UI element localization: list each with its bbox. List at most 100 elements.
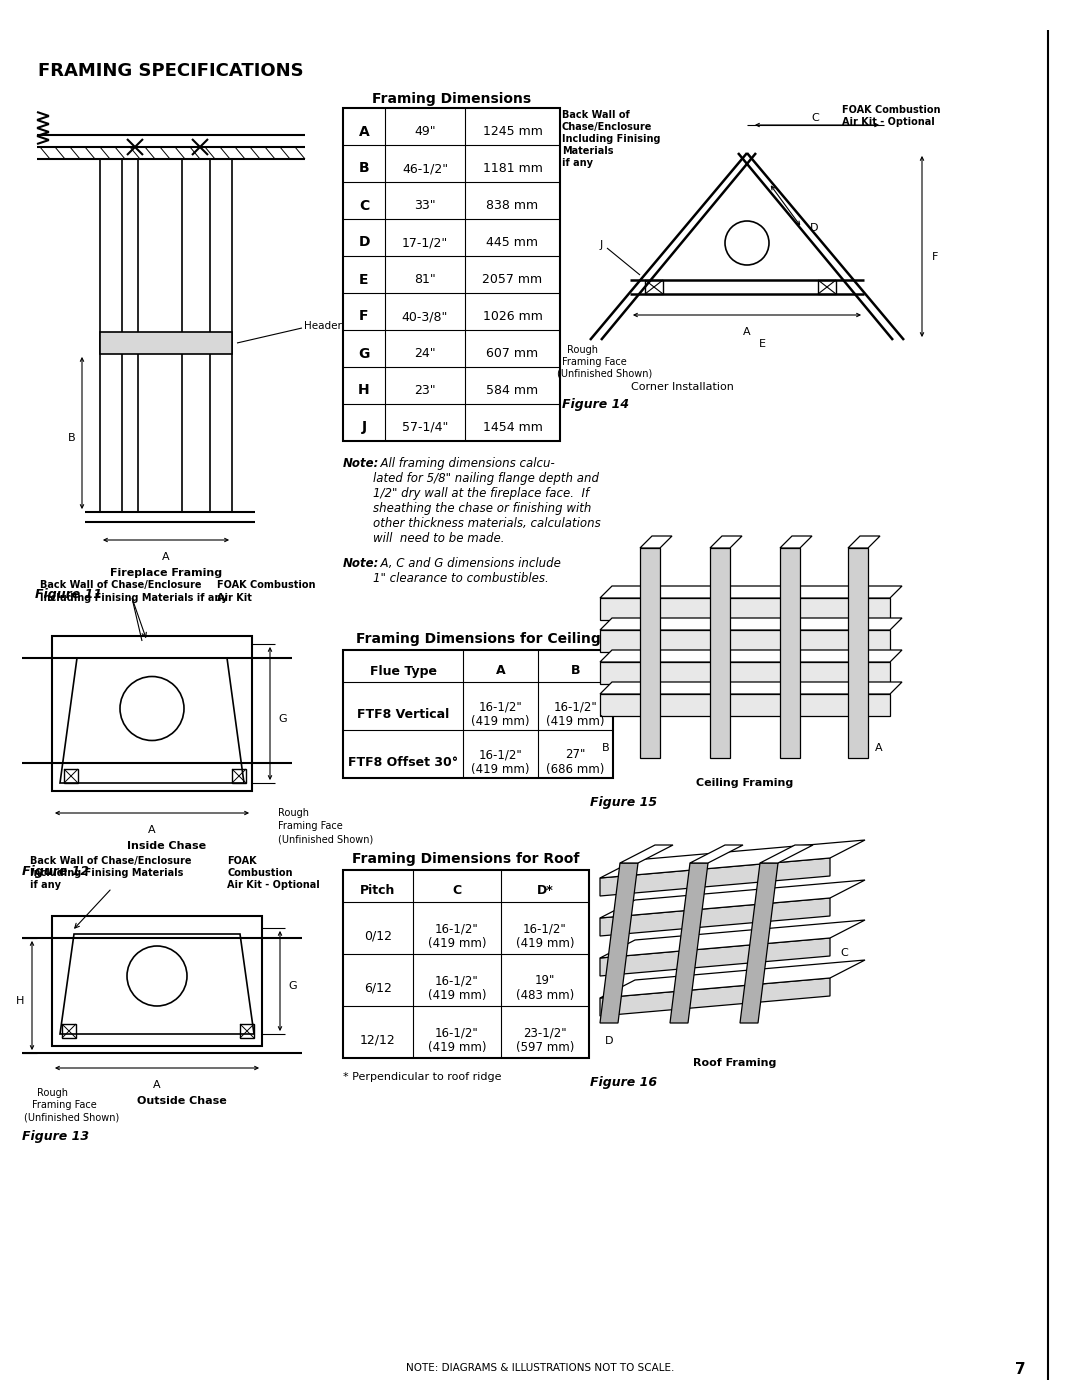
- Text: Figure 16: Figure 16: [590, 1076, 657, 1090]
- Text: F: F: [932, 251, 939, 261]
- Text: H: H: [359, 384, 369, 398]
- Polygon shape: [640, 548, 660, 759]
- Bar: [210, 159, 232, 511]
- Polygon shape: [600, 662, 890, 685]
- Text: 1026 mm: 1026 mm: [483, 310, 542, 323]
- Text: Figure 12: Figure 12: [22, 865, 90, 877]
- Text: Inside Chase: Inside Chase: [127, 841, 206, 851]
- Text: 838 mm: 838 mm: [486, 198, 539, 212]
- Text: C: C: [812, 113, 820, 123]
- Text: Air Kit - Optional: Air Kit - Optional: [842, 117, 935, 127]
- Text: B: B: [68, 433, 76, 443]
- Polygon shape: [848, 536, 880, 548]
- Text: Back Wall of: Back Wall of: [562, 110, 630, 120]
- Polygon shape: [600, 617, 902, 630]
- Polygon shape: [600, 585, 902, 598]
- Text: 27"
(686 mm): 27" (686 mm): [546, 747, 605, 775]
- Text: FOAK Combustion: FOAK Combustion: [842, 105, 941, 115]
- Text: G: G: [288, 981, 297, 990]
- Text: Rough: Rough: [37, 1088, 68, 1098]
- Text: All framing dimensions calcu-
lated for 5/8" nailing flange depth and
1/2" dry w: All framing dimensions calcu- lated for …: [373, 457, 600, 545]
- Text: Framing Dimensions for Ceiling: Framing Dimensions for Ceiling: [355, 631, 600, 645]
- Polygon shape: [600, 858, 831, 895]
- Bar: [64, 768, 78, 782]
- Text: Rough: Rough: [567, 345, 598, 355]
- Text: F: F: [360, 310, 368, 324]
- Polygon shape: [780, 536, 812, 548]
- Bar: [62, 1024, 76, 1038]
- Text: Materials: Materials: [562, 147, 613, 156]
- Text: A, C and G dimensions include
1" clearance to combustibles.: A, C and G dimensions include 1" clearan…: [373, 557, 561, 585]
- Text: FTF8 Offset 30°: FTF8 Offset 30°: [348, 756, 458, 768]
- Text: 1181 mm: 1181 mm: [483, 162, 542, 175]
- Text: Combustion: Combustion: [227, 868, 293, 877]
- Text: A: A: [359, 124, 369, 138]
- Text: (Unfinished Shown): (Unfinished Shown): [557, 369, 652, 379]
- Text: D: D: [605, 1037, 613, 1046]
- Text: Including Finising Materials: Including Finising Materials: [30, 868, 184, 877]
- Text: if any: if any: [562, 158, 593, 168]
- Bar: [138, 159, 183, 511]
- Text: Including Finising Materials if any: Including Finising Materials if any: [40, 592, 228, 604]
- Text: C: C: [840, 949, 848, 958]
- Text: Back Wall of Chase/Enclosure: Back Wall of Chase/Enclosure: [40, 580, 202, 590]
- Text: 16-1/2"
(419 mm): 16-1/2" (419 mm): [471, 747, 530, 775]
- Text: A: A: [162, 552, 170, 562]
- Polygon shape: [645, 279, 663, 293]
- Text: J: J: [600, 240, 604, 250]
- Text: 57-1/4": 57-1/4": [402, 420, 448, 434]
- Text: A: A: [153, 1080, 161, 1090]
- Text: NOTE: DIAGRAMS & ILLUSTRATIONS NOT TO SCALE.: NOTE: DIAGRAMS & ILLUSTRATIONS NOT TO SC…: [406, 1363, 674, 1373]
- Text: C: C: [453, 884, 461, 897]
- Text: 49": 49": [415, 124, 436, 138]
- Polygon shape: [848, 548, 868, 759]
- Text: Figure 13: Figure 13: [22, 1130, 90, 1143]
- Polygon shape: [620, 845, 673, 863]
- Polygon shape: [600, 840, 865, 877]
- Text: 16-1/2"
(419 mm): 16-1/2" (419 mm): [428, 974, 486, 1002]
- Text: Air Kit - Optional: Air Kit - Optional: [227, 880, 320, 890]
- Polygon shape: [690, 845, 743, 863]
- Text: Rough: Rough: [278, 807, 309, 819]
- Polygon shape: [740, 863, 778, 1023]
- Polygon shape: [600, 880, 865, 918]
- Polygon shape: [600, 863, 638, 1023]
- Text: Figure 15: Figure 15: [590, 796, 657, 809]
- Text: Flue Type: Flue Type: [369, 665, 436, 678]
- Text: B: B: [570, 665, 580, 678]
- Text: Fireplace Framing: Fireplace Framing: [110, 569, 222, 578]
- Text: Back Wall of Chase/Enclosure: Back Wall of Chase/Enclosure: [30, 856, 191, 866]
- Text: 445 mm: 445 mm: [486, 236, 539, 249]
- Text: Framing Dimensions: Framing Dimensions: [372, 92, 531, 106]
- Text: 16-1/2"
(419 mm): 16-1/2" (419 mm): [516, 922, 575, 950]
- Text: Figure 14: Figure 14: [562, 398, 630, 411]
- Text: Ceiling Framing: Ceiling Framing: [697, 778, 794, 788]
- Text: A: A: [743, 327, 751, 337]
- Text: 607 mm: 607 mm: [486, 346, 539, 360]
- Text: FRAMING SPECIFICATIONS: FRAMING SPECIFICATIONS: [38, 61, 303, 80]
- Polygon shape: [600, 960, 865, 997]
- Polygon shape: [640, 536, 672, 548]
- Text: if any: if any: [30, 880, 60, 890]
- Text: (Unfinished Shown): (Unfinished Shown): [24, 1112, 119, 1122]
- Polygon shape: [760, 845, 813, 863]
- Text: 1454 mm: 1454 mm: [483, 420, 542, 434]
- Text: FOAK Combustion: FOAK Combustion: [217, 580, 315, 590]
- Text: 2057 mm: 2057 mm: [483, 272, 542, 286]
- Text: 23-1/2"
(597 mm): 23-1/2" (597 mm): [516, 1025, 575, 1053]
- Text: E: E: [360, 272, 368, 286]
- Bar: [232, 768, 246, 782]
- Text: Chase/Enclosure: Chase/Enclosure: [562, 122, 652, 131]
- Bar: [240, 1024, 254, 1038]
- Polygon shape: [600, 598, 890, 620]
- Polygon shape: [600, 937, 831, 977]
- Text: Framing Dimensions for Roof: Framing Dimensions for Roof: [352, 852, 580, 866]
- Text: A: A: [496, 665, 505, 678]
- Polygon shape: [600, 978, 831, 1016]
- Text: FTF8 Vertical: FTF8 Vertical: [356, 707, 449, 721]
- Text: G: G: [359, 346, 369, 360]
- Polygon shape: [780, 548, 800, 759]
- Text: 81": 81": [414, 272, 436, 286]
- Text: Note:: Note:: [343, 457, 379, 469]
- Bar: [343, 870, 589, 1058]
